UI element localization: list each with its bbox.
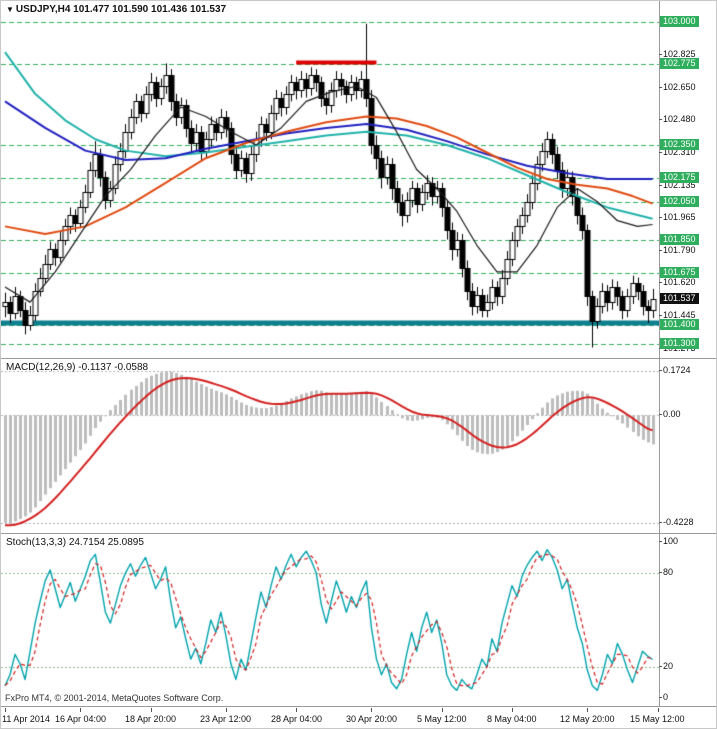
date-label: 18 Apr 20:00 [125,714,177,724]
date-label: 5 May 12:00 [417,714,467,724]
time-tick [512,708,513,712]
price-chart-panel[interactable]: ▼ USDJPY,H4 101.477 101.590 101.436 101.5… [1,1,716,358]
panel-divider [1,706,716,707]
time-axis[interactable]: 11 Apr 2014 16 Apr 04:00 18 Apr 20:00 23 Ap… [1,707,716,728]
date-label: 12 May 20:00 [560,714,615,724]
time-tick [587,708,588,712]
macd-chart-canvas[interactable] [1,359,659,533]
time-tick [296,708,297,712]
time-tick [658,708,659,712]
time-tick [442,708,443,712]
panel-divider [1,358,716,359]
macd-indicator-panel[interactable]: MACD(12,26,9) -0.1137 -0.0588 [1,359,716,533]
date-label: 16 Apr 04:00 [55,714,107,724]
date-label: 8 May 04:00 [487,714,537,724]
date-label: 11 Apr 2014 [2,714,50,724]
time-tick [5,708,6,712]
stochastic-chart-canvas[interactable] [1,534,659,706]
date-label: 28 Apr 04:00 [271,714,323,724]
time-tick [371,708,372,712]
date-label: 15 May 12:00 [630,714,685,724]
time-tick [151,708,152,712]
date-label: 23 Apr 12:00 [200,714,252,724]
panel-divider [1,533,716,534]
stochastic-indicator-panel[interactable]: Stoch(13,3,3) 24.7154 25.0895 FxPro MT4,… [1,534,716,706]
time-tick [80,708,81,712]
scale-separator [659,1,660,707]
candlestick-chart-canvas[interactable] [1,1,659,358]
time-tick [226,708,227,712]
date-label: 30 Apr 20:00 [346,714,398,724]
